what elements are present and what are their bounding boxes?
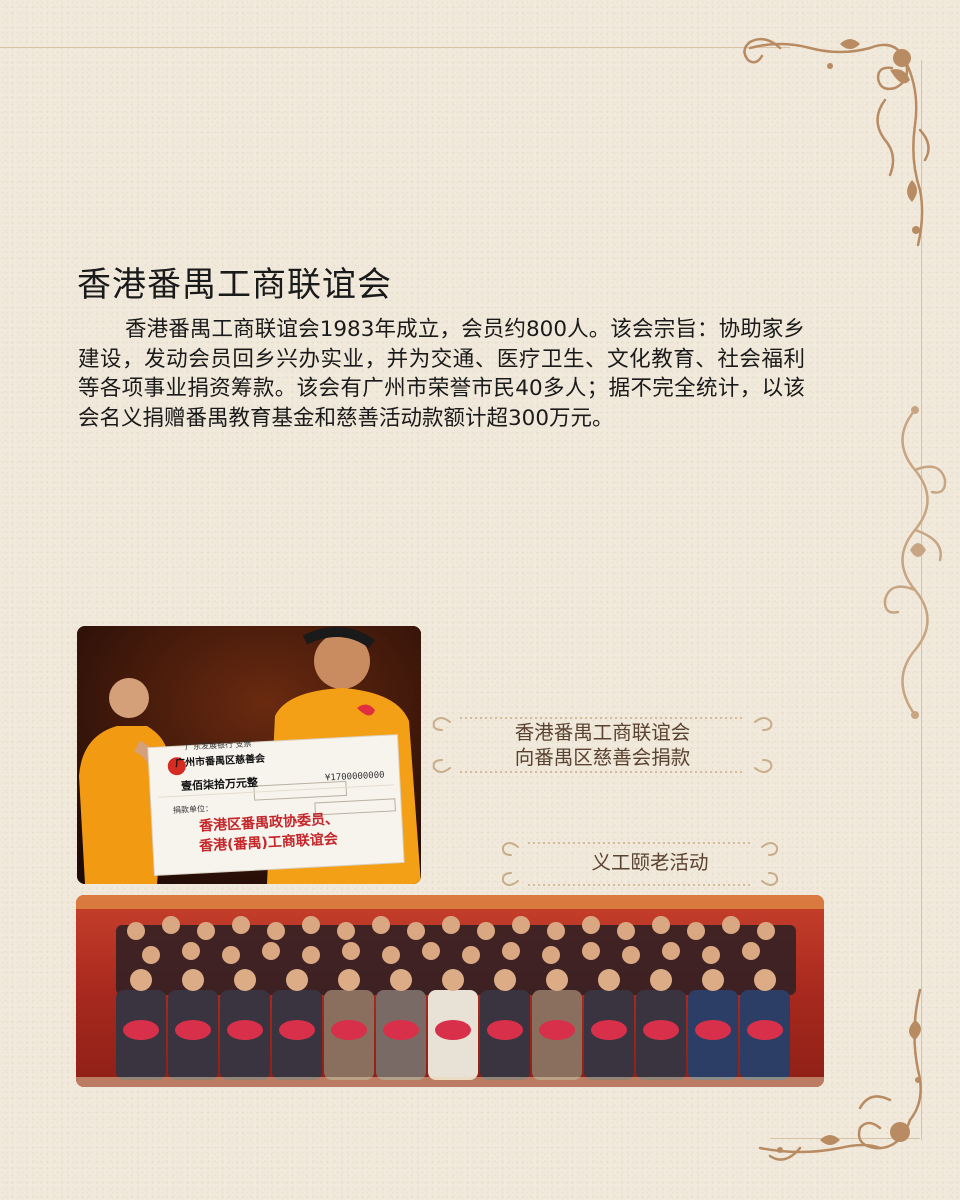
side-ornament-icon [883, 406, 947, 719]
bottom-border-line [770, 1138, 920, 1139]
donation-caption: 香港番禺工商联谊会 向番禺区慈善会捐款 [430, 710, 775, 780]
page-title: 香港番禺工商联谊会 [77, 265, 392, 305]
top-border-line [0, 47, 790, 48]
cheque-donor-label: 捐款单位： [172, 803, 214, 816]
cheque-board [147, 734, 405, 877]
intro-paragraph: 香港番禺工商联谊会1983年成立，会员约800人。该会宗旨：协助家乡建设，发动会… [78, 317, 805, 431]
volunteer-caption: 义工颐老活动 [500, 837, 780, 891]
donation-photo: 广东发展银行 支票 广州市番禺区慈善会 壹佰柒拾万元整 ¥1700000000 … [77, 626, 421, 884]
donation-caption-line1: 香港番禺工商联谊会 [514, 721, 691, 744]
caption-frame-icon [501, 842, 779, 886]
caption-frame-icon [432, 717, 773, 773]
volunteer-group-photo [76, 895, 824, 1087]
volunteer-caption-text: 义工颐老活动 [591, 851, 709, 874]
corner-ornament-top-icon [743, 37, 930, 247]
donation-caption-line2: 向番禺区慈善会捐款 [514, 746, 691, 769]
corner-ornament-bottom-icon [758, 988, 922, 1161]
